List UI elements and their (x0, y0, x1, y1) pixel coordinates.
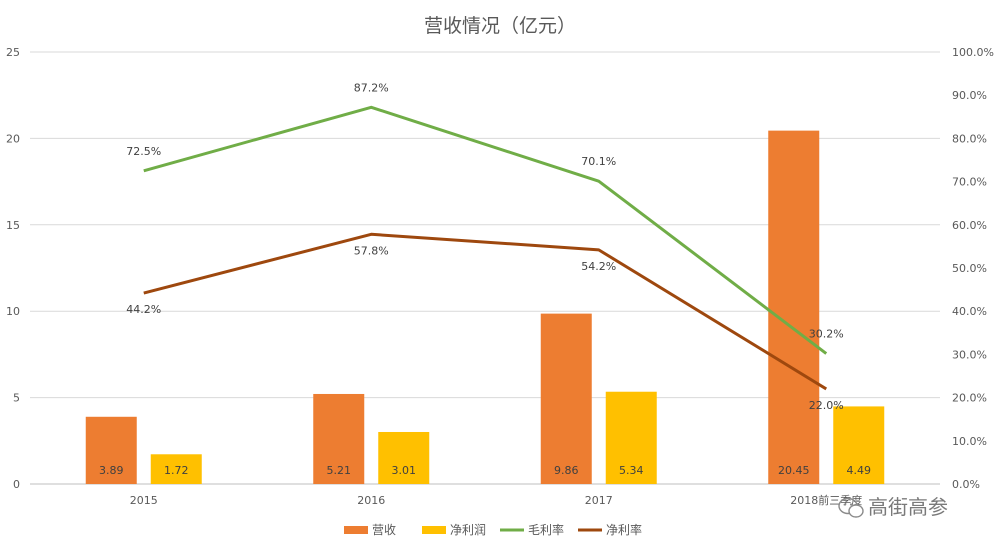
line-data-label: 87.2% (354, 81, 389, 94)
legend-label: 毛利率 (528, 522, 564, 537)
bar-营收 (768, 130, 820, 484)
y-left-tick-label: 10 (6, 305, 20, 318)
y-left-tick-label: 5 (13, 392, 20, 405)
y-left-tick-label: 25 (6, 46, 20, 59)
bar-净利润 (605, 391, 657, 484)
y-left-tick-label: 20 (6, 132, 20, 145)
y-right-tick-label: 40.0% (952, 305, 987, 318)
bar-data-label: 3.89 (99, 464, 124, 477)
bar-净利润 (150, 454, 202, 484)
watermark: 高街高参 (838, 495, 948, 519)
legend-label: 净利润 (450, 523, 486, 537)
x-tick-label: 2015 (130, 494, 158, 507)
line-data-label: 30.2% (809, 328, 844, 341)
bar-营收 (540, 313, 592, 484)
data-labels: 3.89 5.21 9.86 20.45 1.72 3.01 5.34 4.49 72.5% 87… (99, 81, 871, 477)
y-right-tick-label: 60.0% (952, 219, 987, 232)
bar-data-label: 1.72 (164, 464, 189, 477)
line-毛利率 (143, 105, 828, 355)
legend-label: 净利率 (606, 522, 642, 537)
y-left-tick-label: 0 (13, 478, 20, 491)
bar-data-label: 4.49 (847, 464, 872, 477)
x-axis: 2015 2016 2017 2018前三季度 (130, 493, 863, 507)
y-right-tick-label: 80.0% (952, 132, 987, 145)
watermark-text: 高街高参 (868, 495, 948, 519)
y-axis-right: 0.0% 10.0% 20.0% 30.0% 40.0% 50.0% 60.0% 70.0% 8… (952, 46, 994, 491)
y-right-tick-label: 10.0% (952, 435, 987, 448)
line-data-label: 72.5% (126, 145, 161, 158)
line-data-label: 22.0% (809, 399, 844, 412)
y-right-tick-label: 50.0% (952, 262, 987, 275)
y-axis-left: 0 5 10 15 20 25 (6, 46, 20, 491)
line-data-label: 54.2% (581, 260, 616, 273)
line-data-label: 44.2% (126, 303, 161, 316)
bar-净利润 (378, 431, 430, 484)
x-tick-label: 2016 (357, 494, 385, 507)
bar-净利润 (833, 406, 885, 484)
y-right-tick-label: 70.0% (952, 176, 987, 189)
legend-swatch-净利润 (422, 526, 446, 534)
x-tick-label: 2017 (585, 494, 613, 507)
y-right-tick-label: 0.0% (952, 478, 980, 491)
y-right-tick-label: 30.0% (952, 348, 987, 361)
line-data-label: 57.8% (354, 244, 389, 257)
y-left-tick-label: 15 (6, 219, 20, 232)
line-data-label: 70.1% (581, 155, 616, 168)
chart-title: 营收情况（亿元） (424, 15, 576, 37)
line-series (143, 105, 828, 391)
bar-data-label: 5.21 (327, 464, 352, 477)
y-right-tick-label: 20.0% (952, 392, 987, 405)
bar-data-label: 20.45 (778, 464, 810, 477)
x-tick-label: 2018前三季度 (790, 493, 862, 507)
bar-data-label: 9.86 (554, 464, 579, 477)
bar-series (85, 130, 885, 484)
y-right-tick-label: 90.0% (952, 89, 987, 102)
bar-data-label: 5.34 (619, 464, 644, 477)
legend: 营收 净利润 毛利率 净利率 (344, 522, 642, 537)
bar-data-label: 3.01 (392, 464, 417, 477)
legend-swatch-营收 (344, 526, 368, 534)
bar-营收 (313, 393, 365, 484)
bar-营收 (85, 416, 137, 484)
legend-label: 营收 (372, 523, 396, 537)
wechat-icon (838, 497, 864, 518)
line-净利率 (143, 232, 828, 391)
y-right-tick-label: 100.0% (952, 46, 994, 59)
